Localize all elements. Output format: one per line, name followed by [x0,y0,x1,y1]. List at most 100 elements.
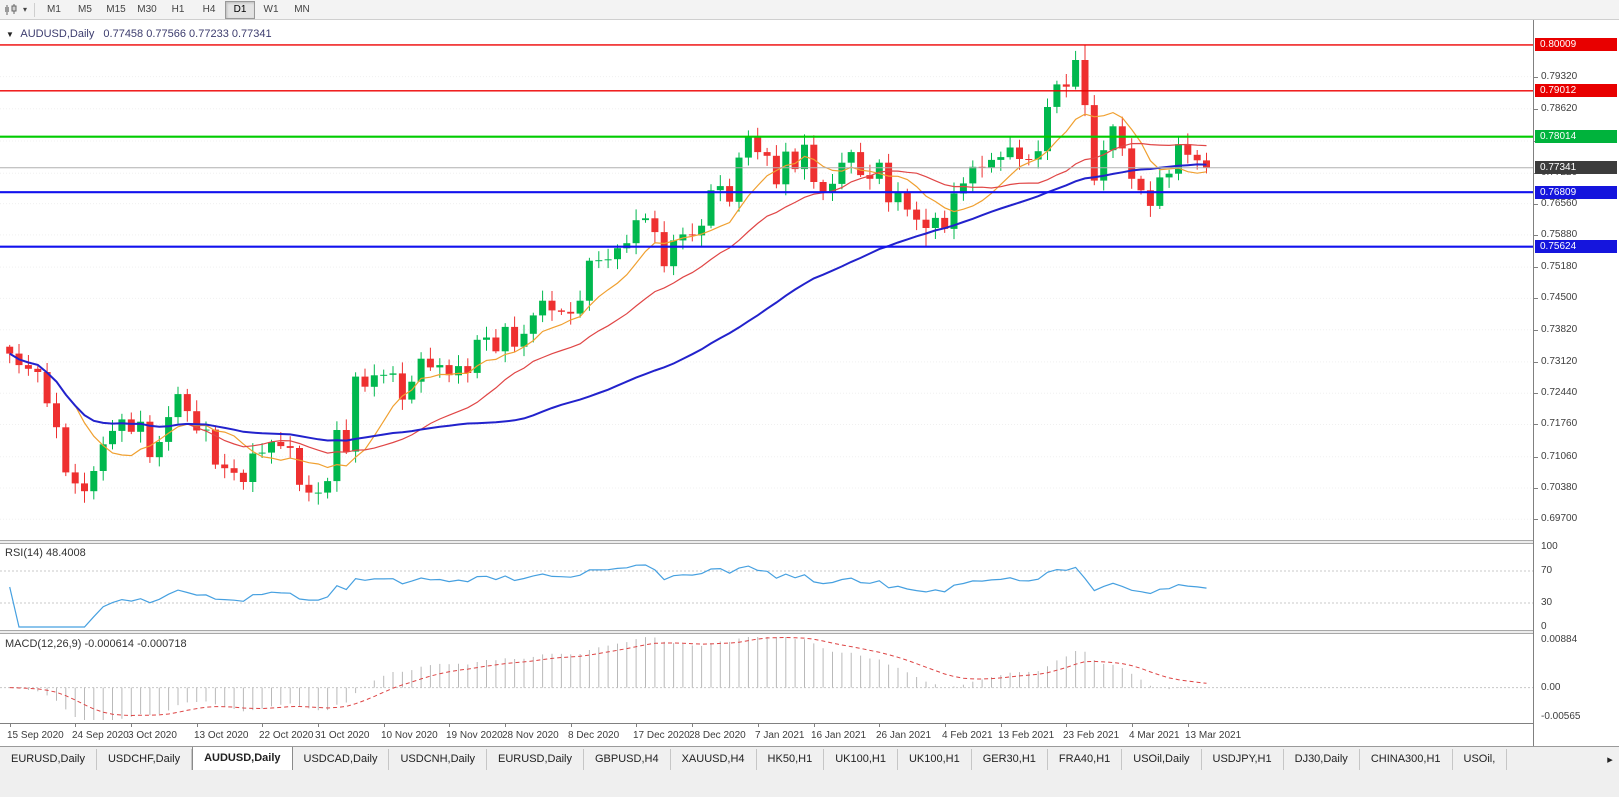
chart-tab-uk100-h1[interactable]: UK100,H1 [824,749,898,770]
chart-type-icon[interactable] [2,2,20,18]
chart-tab-eurusd-daily[interactable]: EURUSD,Daily [0,749,97,770]
date-axis-label: 17 Dec 2020 [633,730,690,741]
macd-axis-tick: -0.00565 [1541,711,1581,722]
date-axis-tick [1001,724,1002,727]
chart-tab-audusd-daily[interactable]: AUDUSD,Daily [192,747,293,770]
date-axis-label: 13 Feb 2021 [998,730,1055,741]
chart-region: ▼ AUDUSD,Daily 0.77458 0.77566 0.77233 0… [0,20,1619,746]
date-axis-label: 19 Nov 2020 [446,730,503,741]
chart-dropdown-icon[interactable]: ▾ [22,5,27,14]
chart-tab-china300-h1[interactable]: CHINA300,H1 [1359,749,1453,770]
date-axis[interactable]: 15 Sep 2020 24 Sep 2020 3 Oct 2020 13 Oct 2… [0,723,1619,746]
price-axis-tick: 0.70380 [1541,482,1578,493]
date-axis-label: 22 Oct 2020 [259,730,314,741]
chart-tab-dj30-daily[interactable]: DJ30,Daily [1283,749,1360,770]
price-axis-dash [1534,329,1538,331]
chart-tab-fra40-h1[interactable]: FRA40,H1 [1047,749,1123,770]
price-axis-dash [1534,108,1538,110]
chart-tab-usoil[interactable]: USOil, [1452,749,1508,770]
price-axis-tick: 0.72440 [1541,387,1578,399]
price-axis-dash [1534,488,1538,489]
date-axis-label: 8 Dec 2020 [568,730,620,741]
date-axis-label: 28 Dec 2020 [689,730,746,741]
date-axis-tick [262,724,263,727]
price-axis-dash [1534,424,1538,426]
main-price-chart[interactable] [0,20,1533,540]
bottom-strip [0,770,1619,797]
chart-tab-usdchf-daily[interactable]: USDCHF,Daily [96,749,193,770]
date-axis-tick [384,724,385,727]
date-axis-tick [1132,724,1133,727]
price-axis-dash [1534,456,1538,458]
timeframe-button-m15[interactable]: M15 [106,3,126,15]
date-axis-tick [814,724,815,727]
date-axis-tick [505,724,506,727]
price-axis-tick: 0.75880 [1541,228,1578,240]
price-axis-tick: 0.76560 [1541,197,1578,209]
price-axis[interactable]: 0.793200.786200.779200.772200.765600.758… [1533,20,1619,746]
chart-tab-bar: EURUSD,Daily USDCHF,Daily AUDUSD,Daily USDC… [0,746,1619,770]
pane-separator[interactable] [0,540,1619,544]
chart-tab-ger30-h1[interactable]: GER30,H1 [971,749,1048,770]
date-axis-label: 16 Jan 2021 [811,730,867,741]
chart-tab-usdcad-daily[interactable]: USDCAD,Daily [292,749,390,770]
price-axis-tick: 0.78620 [1541,102,1578,114]
chart-tab-usoil-daily[interactable]: USOil,Daily [1122,749,1202,770]
chart-tab-usdcnh-daily[interactable]: USDCNH,Daily [389,749,488,770]
chart-tab-xauusd-h4[interactable]: XAUUSD,H4 [670,749,757,770]
price-axis-tick: 0.73120 [1541,355,1578,367]
timeframe-button-m30[interactable]: M30 [137,3,157,15]
timeframe-button-m5[interactable]: M5 [78,3,92,15]
price-level-label: 0.76809 [1535,185,1617,199]
date-axis-label: 10 Nov 2020 [381,730,438,741]
date-axis-label: 7 Jan 2021 [755,730,805,741]
rsi-axis-tick: 30 [1541,597,1553,608]
date-axis-tick [449,724,450,727]
chart-title-symbol: AUDUSD,Daily [20,28,95,40]
chart-tab-hk50-h1[interactable]: HK50,H1 [756,749,825,770]
toolbar-separator [34,2,35,17]
price-axis-dash [1534,519,1538,521]
chart-tab-uk100-h1[interactable]: UK100,H1 [897,749,972,770]
date-axis-tick [318,724,319,727]
date-axis-tick [945,724,946,727]
pane-separator[interactable] [0,630,1619,634]
date-axis-label: 3 Oct 2020 [128,730,177,741]
chart-tab-eurusd-daily[interactable]: EURUSD,Daily [487,749,584,770]
date-axis-tick [636,724,637,727]
date-axis-tick [197,724,198,727]
rsi-indicator-pane[interactable] [0,544,1533,630]
chart-tab-gbpusd-h4[interactable]: GBPUSD,H4 [584,749,671,770]
price-level-label: 0.80009 [1535,38,1617,52]
price-axis-dash [1534,298,1538,300]
date-axis-label: 23 Feb 2021 [1063,730,1120,741]
chart-quick-menu-icon[interactable]: ▼ [6,30,14,39]
date-axis-tick [1188,724,1189,727]
price-axis-dash [1534,393,1538,395]
chart-tab-usdjpy-h1[interactable]: USDJPY,H1 [1201,749,1284,770]
price-axis-dash [1534,76,1538,78]
timeframe-button-w1[interactable]: W1 [263,3,279,15]
timeframe-button-m1[interactable]: M1 [47,3,61,15]
timeframe-button-mn[interactable]: MN [294,3,310,15]
price-level-label: 0.79012 [1535,84,1617,98]
price-axis-dash [1534,267,1538,269]
date-axis-tick [131,724,132,727]
price-axis-tick: 0.75180 [1541,261,1578,273]
timeframe-button-d1[interactable]: D1 [225,0,255,19]
macd-label: MACD(12,26,9) -0.000614 -0.000718 [5,638,187,650]
timeframe-button-h1[interactable]: H1 [171,3,185,15]
price-level-label: 0.78014 [1535,130,1617,144]
price-axis-tick: 0.69700 [1541,513,1578,525]
date-axis-tick [879,724,880,727]
macd-indicator-pane[interactable] [0,634,1533,723]
tab-scroll-right-icon[interactable]: ▸ [1601,748,1619,770]
date-axis-tick [571,724,572,727]
date-axis-tick [1066,724,1067,727]
date-axis-label: 4 Feb 2021 [942,730,993,741]
timeframe-button-h4[interactable]: H4 [202,3,216,15]
macd-axis-tick: 0.00884 [1541,634,1578,645]
price-axis-dash [1534,234,1538,236]
date-axis-label: 24 Sep 2020 [72,730,129,741]
